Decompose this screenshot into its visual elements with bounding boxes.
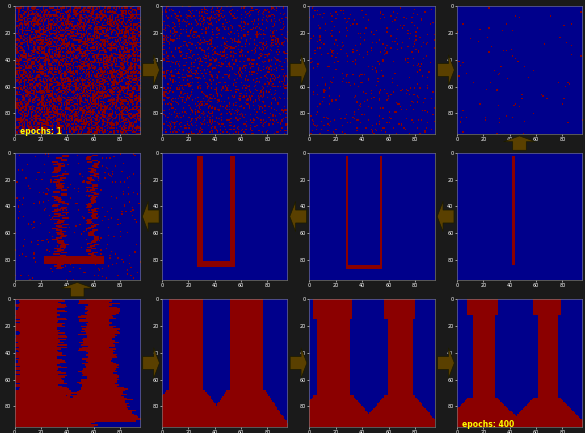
Polygon shape — [143, 348, 160, 378]
Polygon shape — [290, 55, 307, 85]
Polygon shape — [142, 201, 159, 232]
Polygon shape — [61, 282, 93, 297]
Polygon shape — [143, 55, 160, 85]
Text: epochs: 1: epochs: 1 — [20, 127, 61, 136]
Polygon shape — [438, 348, 455, 378]
Polygon shape — [437, 201, 454, 232]
Polygon shape — [290, 348, 307, 378]
Polygon shape — [438, 55, 455, 85]
Polygon shape — [504, 136, 535, 150]
Polygon shape — [290, 201, 307, 232]
Text: epochs: 400: epochs: 400 — [462, 420, 514, 429]
